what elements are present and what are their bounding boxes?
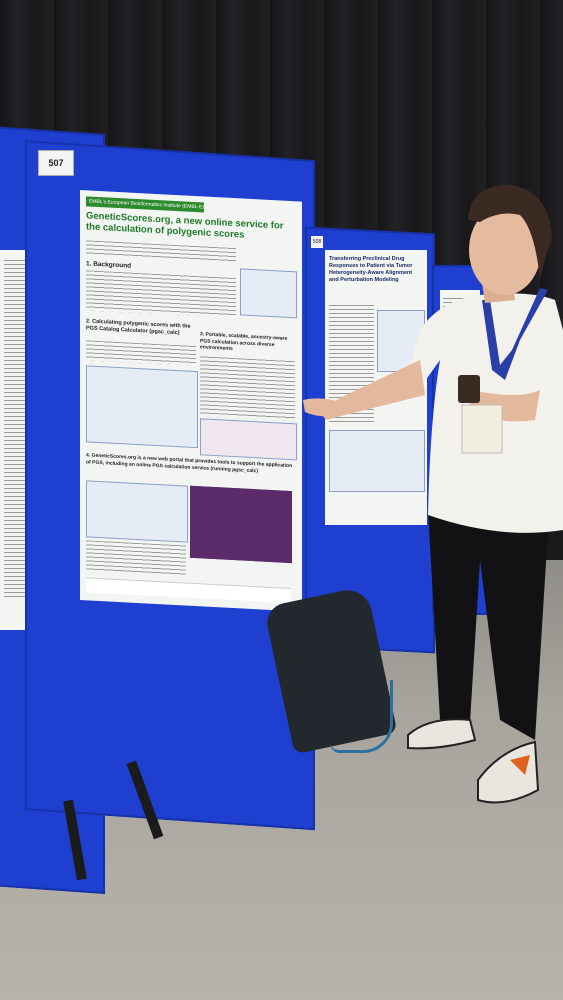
board-number-label: 507 bbox=[38, 150, 74, 176]
backpack-strap bbox=[330, 680, 393, 753]
poster-middle-figure-2 bbox=[329, 430, 425, 492]
board-number-label-2: 508 bbox=[311, 236, 323, 248]
poster-middle-title: Transferring Preclinical Drug Responses … bbox=[329, 256, 413, 283]
